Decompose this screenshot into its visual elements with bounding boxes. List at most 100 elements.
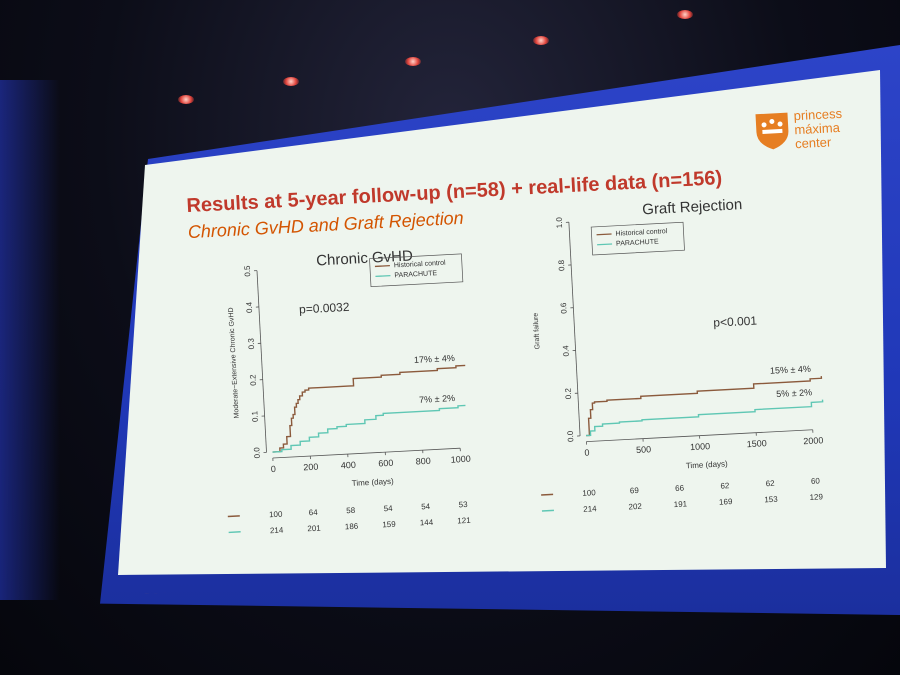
risk-table-cell: 62 [720, 481, 730, 490]
chart-title: Chronic GvHD [316, 247, 414, 269]
chronic-gvhd-chart: Chronic GvHD 0.0 0.1 0.2 0.3 0.4 0.5 0 200 400 60… [227, 247, 471, 536]
series-line-parachute [272, 404, 466, 453]
p-value-label: p=0.0032 [299, 300, 350, 317]
p-value-label: p<0.001 [713, 313, 758, 329]
legend-entry: PARACHUTE [616, 239, 659, 248]
ceiling-light-icon [178, 95, 194, 104]
y-tick-label: 0.6 [559, 302, 569, 314]
chart-title: Graft Rejection [642, 196, 743, 218]
series-line-historical-control [586, 376, 823, 437]
risk-table-cell: 64 [309, 508, 319, 517]
x-tick-label: 400 [341, 460, 357, 471]
y-tick-label: 0.2 [564, 387, 574, 399]
y-tick-label: 0.4 [561, 345, 571, 357]
y-tick-label: 0.5 [243, 265, 253, 277]
risk-table-cell: 62 [765, 479, 775, 488]
risk-table-cell: 54 [421, 502, 431, 511]
numbers-at-risk-table: 100 64 58 54 54 53 214 201 186 159 144 121 [227, 500, 471, 536]
risk-table-cell: 100 [582, 488, 596, 498]
y-axis-label: Graft failure [533, 312, 542, 349]
x-axis [272, 447, 461, 459]
legend-swatch [596, 233, 612, 236]
y-tick-label: 0.4 [245, 301, 255, 313]
risk-table-cell: 201 [307, 524, 321, 534]
y-axis [256, 270, 267, 453]
risk-row-swatch [227, 515, 240, 518]
risk-table-cell: 69 [630, 486, 640, 495]
series-end-label: 15% ± 4% [770, 364, 811, 376]
risk-table-cell: 169 [719, 497, 733, 507]
x-tick-label: 1500 [746, 438, 767, 449]
x-axis-label: Time (days) [686, 459, 729, 470]
risk-table-cell: 214 [583, 504, 597, 514]
graft-rejection-plot: 0.0 0.2 0.4 0.6 0.8 1.0 0 500 1000 1500 2000 Time (… [533, 216, 824, 514]
series-end-label: 17% ± 4% [414, 353, 455, 365]
y-tick-label: 0.0 [566, 430, 576, 442]
ceiling-light-icon [283, 77, 299, 86]
x-axis-label: Time (days) [352, 477, 395, 488]
risk-table-cell: 129 [809, 492, 823, 502]
risk-table-cell: 144 [420, 518, 434, 528]
risk-row-swatch [541, 509, 554, 512]
logo-text-line-1: princess [793, 106, 843, 124]
x-tick-label: 1000 [450, 454, 471, 465]
y-tick-label: 0.3 [246, 337, 256, 349]
series-line-historical-control [272, 364, 466, 453]
legend-entry: PARACHUTE [394, 270, 437, 279]
risk-table-cell: 58 [346, 506, 356, 515]
risk-table-cell: 54 [384, 504, 394, 513]
princess-maxima-logo: princess máxima center [755, 106, 843, 151]
ceiling-light-icon [533, 36, 549, 45]
y-tick-label: 0.8 [557, 259, 567, 271]
legend-swatch [374, 264, 390, 268]
risk-table-cell: 53 [458, 500, 468, 509]
x-tick-label: 500 [636, 444, 652, 455]
logo-text-line-3: center [795, 134, 833, 151]
series-end-label: 7% ± 2% [419, 393, 455, 405]
logo-text-line-2: máxima [794, 120, 841, 137]
risk-row-swatch [541, 493, 554, 496]
risk-table-cell: 186 [345, 522, 359, 532]
risk-table-cell: 153 [764, 495, 778, 505]
x-tick-label: 800 [416, 456, 432, 467]
ceiling-light-icon [405, 57, 421, 66]
y-axis [568, 222, 581, 436]
x-tick-label: 0 [271, 464, 277, 474]
ceiling-light-icon [677, 10, 693, 19]
series-line-parachute [586, 399, 824, 437]
y-tick-label: 0.1 [250, 410, 260, 422]
numbers-at-risk-table: 100 69 66 62 62 60 214 202 191 169 153 129 [541, 476, 824, 514]
legend-entry: Historical control [615, 228, 667, 238]
risk-table-cell: 100 [269, 510, 283, 520]
y-tick-label: 1.0 [555, 216, 565, 228]
x-tick-label: 600 [378, 458, 394, 469]
x-tick-label: 1000 [690, 441, 711, 452]
footer-citation: Admiraal et al, Blood Adv 2025 [162, 595, 272, 610]
risk-table-cell: 191 [674, 499, 688, 509]
slide-background [118, 70, 886, 575]
graft-rejection-chart: Graft Rejection 0.0 0.2 0.4 0.6 0.8 1.0 0 500 10… [533, 196, 824, 514]
risk-table-cell: 121 [457, 516, 471, 526]
risk-table-cell: 214 [270, 526, 284, 536]
x-tick-label: 0 [584, 447, 590, 457]
legend-entry: Historical control [394, 260, 446, 270]
legend-swatch [375, 274, 391, 278]
risk-table-cell: 159 [382, 520, 396, 530]
risk-row-swatch [228, 531, 241, 534]
legend-box [590, 221, 685, 256]
side-glow [0, 80, 60, 600]
legend-swatch [597, 243, 613, 246]
legend-box [369, 253, 464, 288]
risk-table-cell: 66 [675, 484, 685, 493]
risk-table-cell: 60 [811, 476, 821, 485]
series-end-label: 5% ± 2% [776, 387, 812, 399]
risk-table-cell: 202 [628, 502, 642, 512]
y-tick-label: 0.2 [248, 374, 258, 386]
chronic-gvhd-plot: 0.0 0.1 0.2 0.3 0.4 0.5 0 200 400 600 800 1000 Time … [227, 253, 471, 536]
x-tick-label: 200 [303, 462, 319, 473]
y-tick-label: 0.0 [252, 447, 262, 459]
